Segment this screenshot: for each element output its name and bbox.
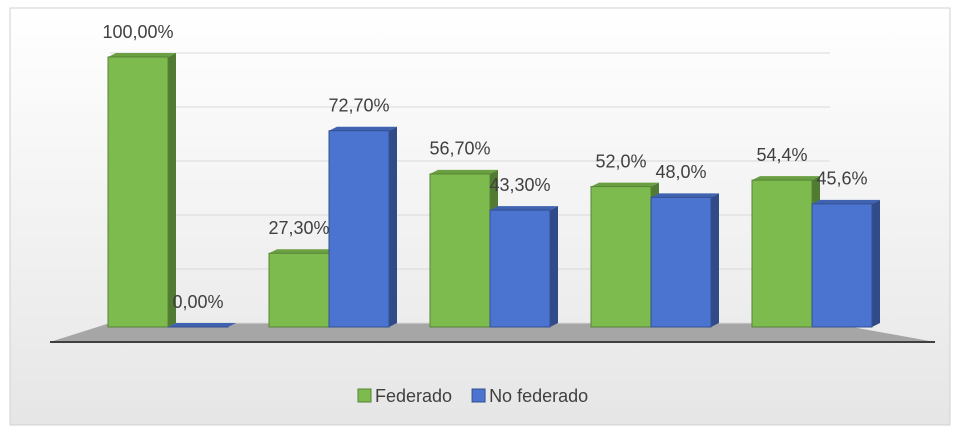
bar-side [168, 53, 176, 327]
data-label: 0,00% [172, 292, 223, 312]
data-label: 54,4% [756, 145, 807, 165]
bar-top [651, 193, 719, 197]
bar [430, 174, 490, 327]
data-label: 27,30% [268, 218, 329, 238]
bar [591, 187, 651, 327]
legend-swatch [472, 389, 485, 402]
bar-top [752, 176, 820, 180]
bar [812, 204, 872, 327]
bar [108, 57, 168, 327]
bar-side [550, 206, 558, 327]
bar-top [591, 183, 659, 187]
legend-label: No federado [489, 386, 588, 406]
bar-top [329, 127, 397, 131]
data-label: 43,30% [489, 175, 550, 195]
bar [752, 180, 812, 327]
bar-side [389, 127, 397, 327]
bar [490, 210, 550, 327]
data-label: 48,0% [655, 162, 706, 182]
bar-top [108, 53, 176, 57]
data-label: 52,0% [595, 151, 646, 171]
data-label: 56,70% [429, 139, 490, 159]
bar-top [168, 323, 236, 327]
bar [329, 131, 389, 327]
legend-label: Federado [375, 386, 452, 406]
bar-top [812, 200, 880, 204]
bar-side [872, 200, 880, 327]
bar-side [711, 193, 719, 327]
bar [269, 253, 329, 327]
bar-top [269, 249, 337, 253]
data-label: 45,6% [816, 169, 867, 189]
bar-top [490, 206, 558, 210]
data-label: 72,70% [328, 95, 389, 115]
legend-swatch [358, 389, 371, 402]
bar [651, 197, 711, 327]
bar-top [430, 170, 498, 174]
data-label: 100,00% [102, 22, 173, 42]
